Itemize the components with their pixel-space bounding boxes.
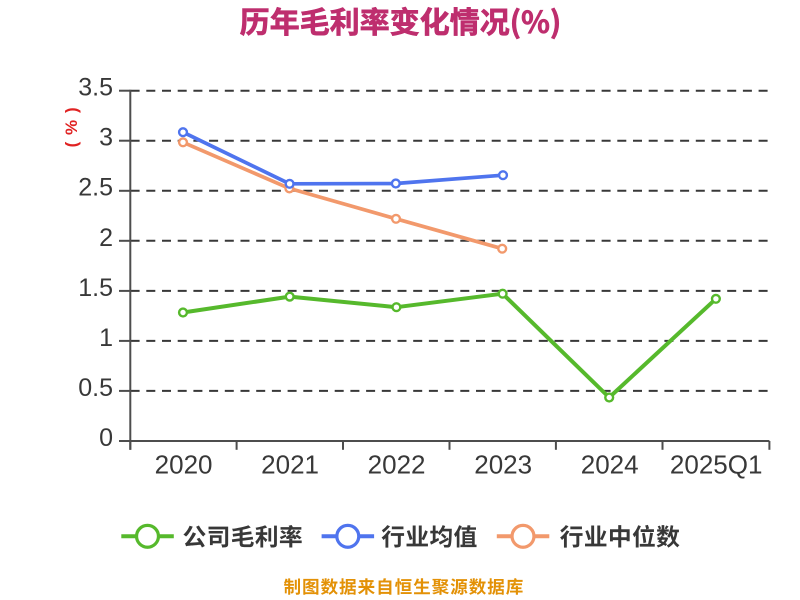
svg-text:2021: 2021	[261, 450, 319, 480]
svg-text:2023: 2023	[474, 450, 532, 480]
svg-text:3: 3	[99, 124, 113, 152]
svg-text:2024: 2024	[581, 450, 639, 480]
svg-text:0: 0	[99, 424, 113, 452]
svg-text:2022: 2022	[368, 450, 426, 480]
svg-text:0.5: 0.5	[78, 374, 113, 402]
svg-text:2.5: 2.5	[78, 174, 113, 202]
svg-text:2020: 2020	[155, 450, 213, 480]
svg-text:1.5: 1.5	[78, 274, 113, 302]
svg-text:2: 2	[99, 224, 113, 252]
svg-text:2025Q1: 2025Q1	[670, 450, 763, 480]
svg-text:3.5: 3.5	[78, 74, 113, 102]
svg-text:1: 1	[99, 324, 113, 352]
svg-text:(%): (%)	[62, 101, 81, 148]
